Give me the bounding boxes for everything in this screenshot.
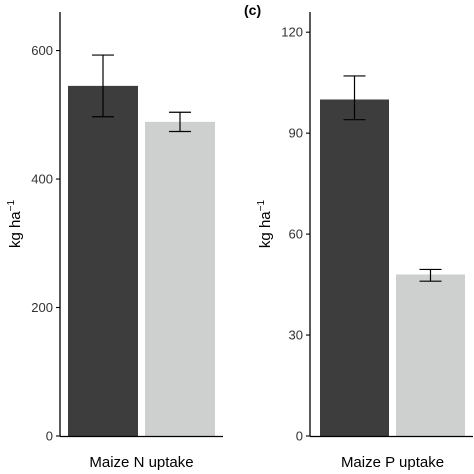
y-axis-label-base: kg ha bbox=[7, 211, 24, 248]
y-tick-label: 0 bbox=[46, 429, 53, 444]
y-tick-label: 30 bbox=[289, 328, 303, 343]
y-axis-label-sup: −1 bbox=[256, 200, 267, 212]
x-axis-label: Maize N uptake bbox=[89, 454, 193, 471]
bar-group bbox=[320, 99, 465, 436]
y-tick-label: 0 bbox=[296, 429, 303, 444]
y-tick-label: 60 bbox=[289, 227, 303, 242]
error-bar-2 bbox=[419, 268, 442, 282]
error-bar-2 bbox=[169, 111, 191, 133]
bar-2 bbox=[396, 274, 465, 436]
error-bar-1 bbox=[343, 75, 366, 121]
y-tick-label: 90 bbox=[289, 126, 303, 141]
panel-p-uptake: (c) 0 30 60 90 120 Maize P uptake kg ha−1 bbox=[244, 2, 473, 471]
x-axis-label: Maize P uptake bbox=[341, 454, 444, 471]
y-axis-label: kg ha−1 bbox=[256, 200, 274, 249]
y-axis-label-sup: −1 bbox=[6, 200, 17, 212]
y-axis-label: kg ha−1 bbox=[6, 200, 24, 249]
y-tick-label: 200 bbox=[31, 300, 53, 315]
panel-label: (c) bbox=[244, 2, 261, 18]
bar-1 bbox=[68, 85, 138, 436]
panel-n-uptake: 0 200 400 600 Maize N uptake kg ha−1 bbox=[6, 12, 223, 471]
error-bar-group bbox=[92, 54, 191, 133]
y-tick-label: 120 bbox=[281, 25, 303, 40]
error-bar-group bbox=[343, 75, 442, 282]
y-tick-label: 600 bbox=[31, 43, 53, 58]
error-bar-1 bbox=[92, 54, 114, 118]
bar-2 bbox=[145, 121, 215, 436]
bar-1 bbox=[320, 99, 389, 436]
y-ticks: 0 200 400 600 bbox=[31, 43, 60, 444]
bar-group bbox=[68, 85, 215, 436]
y-ticks: 0 30 60 90 120 bbox=[281, 25, 310, 444]
y-tick-label: 400 bbox=[31, 172, 53, 187]
y-axis-label-base: kg ha bbox=[257, 211, 274, 248]
